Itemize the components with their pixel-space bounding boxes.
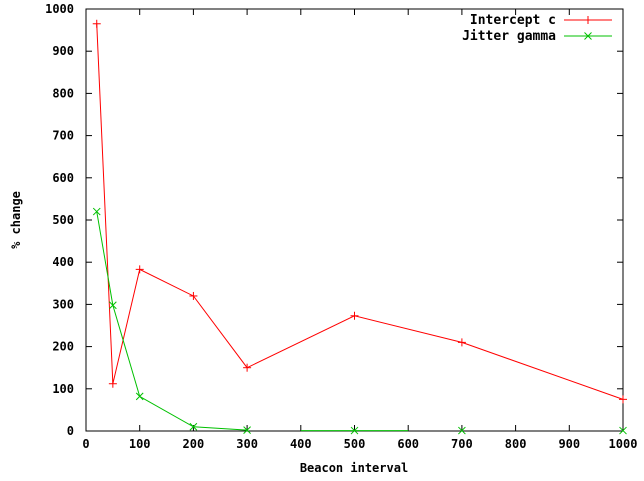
legend-label: Intercept c — [470, 13, 556, 28]
data-point — [619, 426, 627, 435]
y-tick-label: 200 — [52, 340, 74, 354]
axis-ticks — [85, 8, 624, 432]
cross-marker-b — [458, 426, 466, 435]
y-axis-title: % change — [9, 191, 23, 249]
cross-marker-b — [584, 32, 592, 40]
series-intercept-c — [92, 19, 627, 404]
x-tick-label: 400 — [290, 437, 312, 451]
legend-label: Jitter gamma — [462, 29, 556, 44]
y-tick-label: 0 — [67, 424, 74, 438]
x-tick-label: 300 — [236, 437, 258, 451]
x-axis-title: Beacon interval — [300, 461, 408, 475]
data-point — [189, 291, 198, 300]
cross-marker-b — [108, 301, 117, 310]
data-point — [135, 392, 144, 401]
y-tick-label: 800 — [52, 86, 74, 100]
data-point — [108, 301, 117, 310]
x-tick-label: 800 — [505, 437, 527, 451]
cross-marker-b — [243, 426, 251, 435]
y-tick-label: 600 — [52, 171, 74, 185]
data-point — [189, 422, 198, 431]
x-tick-label: 0 — [82, 437, 89, 451]
x-tick-label: 900 — [558, 437, 580, 451]
series-layer — [92, 19, 627, 435]
data-point — [350, 311, 359, 320]
y-tick-label: 700 — [52, 129, 74, 143]
x-tick-label: 1000 — [609, 437, 638, 451]
cross-marker-b — [135, 392, 144, 401]
data-point — [92, 19, 101, 28]
y-tick-label: 100 — [52, 382, 74, 396]
plot-frame — [85, 8, 624, 432]
y-tick-label: 400 — [52, 255, 74, 269]
data-point — [108, 379, 117, 388]
x-tick-label: 700 — [451, 437, 473, 451]
y-tick-label: 300 — [52, 297, 74, 311]
series-line — [96, 211, 248, 431]
x-tick-label: 100 — [129, 437, 151, 451]
data-point — [458, 426, 466, 435]
data-point — [350, 426, 359, 435]
cross-marker-b — [189, 422, 198, 431]
data-point — [243, 363, 252, 372]
cross-marker-b — [619, 426, 627, 435]
y-tick-label: 500 — [52, 213, 74, 227]
series-jitter-gamma — [92, 207, 627, 435]
data-point — [135, 265, 144, 274]
cross-marker-b — [92, 207, 101, 216]
legend-marker — [584, 32, 592, 40]
y-tick-label: 1000 — [45, 2, 74, 16]
data-point — [619, 395, 627, 404]
data-point — [243, 426, 251, 435]
data-point — [92, 207, 101, 216]
cross-marker-b — [350, 426, 359, 435]
y-tick-label: 900 — [52, 44, 74, 58]
data-point — [457, 338, 466, 347]
x-tick-label: 200 — [183, 437, 205, 451]
x-tick-label: 600 — [397, 437, 419, 451]
x-tick-label: 500 — [344, 437, 366, 451]
axis-tick-labels: 0 100 200 300 400 500 600 700 800 900 1000 0 100 200 3… — [45, 2, 637, 451]
legend-marker — [584, 16, 592, 24]
series-line — [96, 23, 624, 400]
